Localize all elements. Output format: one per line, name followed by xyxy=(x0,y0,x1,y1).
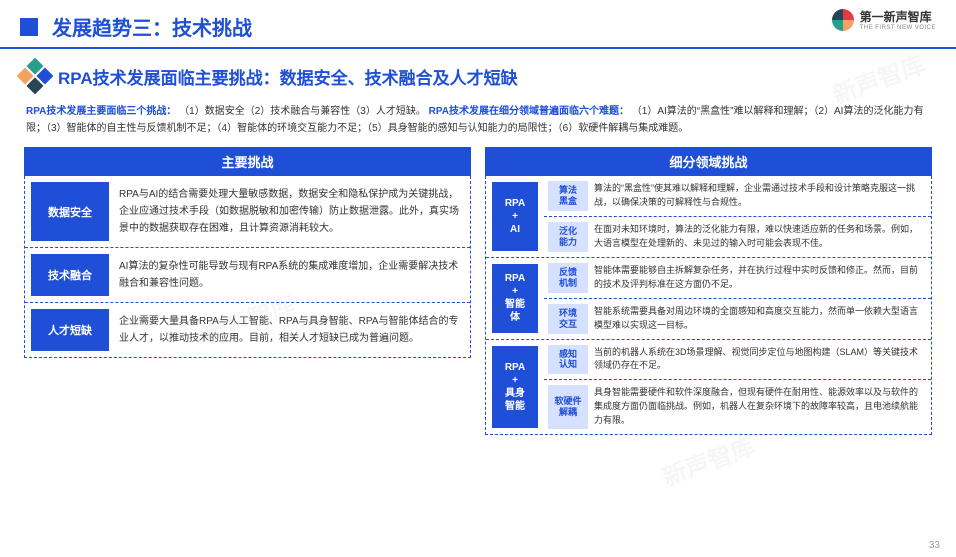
right-item-tag: 感知 认知 xyxy=(548,345,588,375)
right-column: 细分领域挑战 RPA + AI算法 黑盒算法的“黑盒性”使其难以解释和理解，企业… xyxy=(485,147,932,435)
two-column-layout: 主要挑战 数据安全RPA与AI的结合需要处理大量敏感数据，数据安全和隐私保护成为… xyxy=(0,147,956,435)
right-item-tag: 软硬件 解耦 xyxy=(548,385,588,429)
right-item-tag: 泛化 能力 xyxy=(548,222,588,252)
left-row: 数据安全RPA与AI的结合需要处理大量敏感数据，数据安全和隐私保护成为关键挑战，… xyxy=(25,176,470,248)
right-group: RPA + 智能 体反馈 机制智能体需要能够自主拆解复杂任务，并在执行过程中实时… xyxy=(486,258,931,340)
right-item: 感知 认知当前的机器人系统在3D场景理解、视觉同步定位与地图构建（SLAM）等关… xyxy=(544,340,931,381)
right-items: 感知 认知当前的机器人系统在3D场景理解、视觉同步定位与地图构建（SLAM）等关… xyxy=(544,340,931,435)
page-header: 发展趋势三：技术挑战 xyxy=(0,0,956,49)
right-group-label: RPA + 智能 体 xyxy=(492,264,538,333)
right-table: RPA + AI算法 黑盒算法的“黑盒性”使其难以解释和理解，企业需通过技术手段… xyxy=(485,176,932,435)
intro-lead-1: RPA技术发展主要面临三个挑战： xyxy=(26,106,176,117)
logo-text: 第一新声智库 xyxy=(860,8,936,25)
right-item: 软硬件 解耦具身智能需要硬件和软件深度融合，但现有硬件在耐用性、能源效率以及与软… xyxy=(544,380,931,434)
right-item: 反馈 机制智能体需要能够自主拆解复杂任务，并在执行过程中实时反馈和修正。然而，目… xyxy=(544,258,931,299)
right-item-text: 智能体需要能够自主拆解复杂任务，并在执行过程中实时反馈和修正。然而，目前的技术及… xyxy=(592,258,931,298)
left-column: 主要挑战 数据安全RPA与AI的结合需要处理大量敏感数据，数据安全和隐私保护成为… xyxy=(24,147,471,435)
right-group-label: RPA + 具身 智能 xyxy=(492,346,538,429)
right-items: 反馈 机制智能体需要能够自主拆解复杂任务，并在执行过程中实时反馈和修正。然而，目… xyxy=(544,258,931,339)
left-table: 数据安全RPA与AI的结合需要处理大量敏感数据，数据安全和隐私保护成为关键挑战，… xyxy=(24,176,471,358)
right-item: 环境 交互智能系统需要具备对周边环境的全面感知和高度交互能力，然而单一依赖大型语… xyxy=(544,299,931,339)
left-row-text: AI算法的复杂性可能导致与现有RPA系统的集成难度增加，企业需要解决技术融合和兼… xyxy=(115,248,470,302)
header-decor-square xyxy=(20,18,38,36)
right-item: 算法 黑盒算法的“黑盒性”使其难以解释和理解，企业需通过技术手段和设计策略克服这… xyxy=(544,176,931,217)
left-row-text: 企业需要大量具备RPA与人工智能、RPA与具身智能、RPA与智能体结合的专业人才… xyxy=(115,303,470,357)
left-row: 人才短缺企业需要大量具备RPA与人工智能、RPA与具身智能、RPA与智能体结合的… xyxy=(25,303,470,357)
logo-subtext: THE FIRST NEW VOICE xyxy=(860,25,936,31)
left-row-label: 数据安全 xyxy=(31,182,109,241)
right-item: 泛化 能力在面对未知环境时，算法的泛化能力有限，难以快速适应新的任务和场景。例如… xyxy=(544,217,931,257)
intro-body-1: （1）数据安全（2）技术融合与兼容性（3）人才短缺。 xyxy=(179,106,426,117)
left-row: 技术融合AI算法的复杂性可能导致与现有RPA系统的集成难度增加，企业需要解决技术… xyxy=(25,248,470,303)
right-item-text: 当前的机器人系统在3D场景理解、视觉同步定位与地图构建（SLAM）等关键技术领域… xyxy=(592,340,931,380)
right-item-text: 在面对未知环境时，算法的泛化能力有限，难以快速适应新的任务和场景。例如，大语言模… xyxy=(592,217,931,257)
page-number: 33 xyxy=(929,540,940,551)
right-items: 算法 黑盒算法的“黑盒性”使其难以解释和理解，企业需通过技术手段和设计策略克服这… xyxy=(544,176,931,257)
left-row-label: 技术融合 xyxy=(31,254,109,296)
left-row-label: 人才短缺 xyxy=(31,309,109,351)
left-row-text: RPA与AI的结合需要处理大量敏感数据，数据安全和隐私保护成为关键挑战，企业应通… xyxy=(115,176,470,247)
watermark: 新声智库 xyxy=(657,427,759,493)
right-column-title: 细分领域挑战 xyxy=(485,147,932,176)
right-item-tag: 环境 交互 xyxy=(548,304,588,334)
right-item-tag: 算法 黑盒 xyxy=(548,181,588,211)
right-item-text: 算法的“黑盒性”使其难以解释和理解，企业需通过技术手段和设计策略克服这一挑战，以… xyxy=(592,176,931,216)
brand-logo: 第一新声智库 THE FIRST NEW VOICE xyxy=(832,8,936,31)
right-group: RPA + AI算法 黑盒算法的“黑盒性”使其难以解释和理解，企业需通过技术手段… xyxy=(486,176,931,258)
logo-icon xyxy=(832,9,854,31)
page-title: 发展趋势三：技术挑战 xyxy=(52,12,252,41)
right-group: RPA + 具身 智能感知 认知当前的机器人系统在3D场景理解、视觉同步定位与地… xyxy=(486,340,931,435)
right-item-text: 具身智能需要硬件和软件深度融合，但现有硬件在耐用性、能源效率以及与软件的集成度方… xyxy=(592,380,931,434)
subheader: RPA技术发展面临主要挑战：数据安全、技术融合及人才短缺 xyxy=(0,49,956,97)
right-item-tag: 反馈 机制 xyxy=(548,263,588,293)
right-item-text: 智能系统需要具备对周边环境的全面感知和高度交互能力，然而单一依赖大型语言模型难以… xyxy=(592,299,931,339)
subtitle: RPA技术发展面临主要挑战：数据安全、技术融合及人才短缺 xyxy=(58,64,518,89)
intro-paragraph: RPA技术发展主要面临三个挑战： （1）数据安全（2）技术融合与兼容性（3）人才… xyxy=(0,97,956,147)
left-column-title: 主要挑战 xyxy=(24,147,471,176)
intro-lead-2: RPA技术发展在细分领域普遍面临六个难题： xyxy=(429,106,629,117)
right-group-label: RPA + AI xyxy=(492,182,538,251)
bullet-icon xyxy=(17,58,54,95)
